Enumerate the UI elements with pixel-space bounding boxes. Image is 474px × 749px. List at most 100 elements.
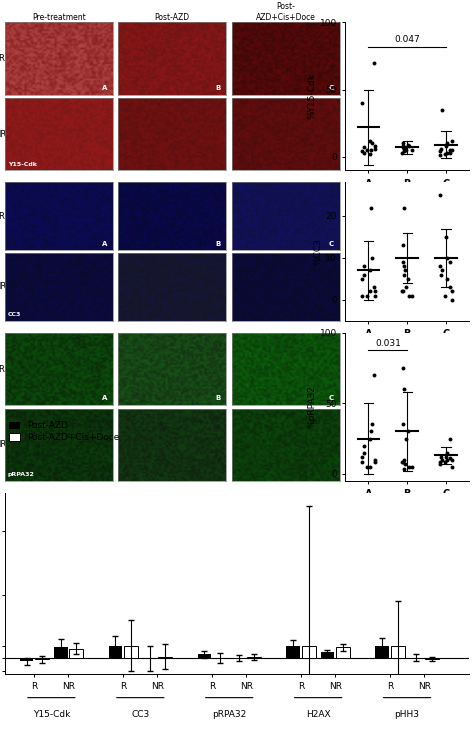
Text: pRPA32: pRPA32 — [8, 472, 35, 477]
Title: Post-
AZD+Cis+Doce: Post- AZD+Cis+Doce — [255, 2, 316, 22]
Point — [367, 425, 375, 437]
Point — [444, 252, 451, 264]
Text: A: A — [102, 395, 107, 401]
Point — [401, 142, 408, 154]
Y-axis label: %CC3: %CC3 — [314, 238, 323, 265]
Point — [448, 461, 456, 473]
Point — [371, 143, 379, 155]
Point — [371, 140, 379, 152]
Y-axis label: %pRPA32: %pRPA32 — [308, 386, 317, 428]
Point — [363, 144, 371, 156]
Bar — [198, 655, 211, 658]
Point — [360, 446, 367, 458]
Point — [438, 104, 446, 116]
Point — [402, 432, 410, 444]
Point — [436, 150, 444, 162]
Point — [366, 461, 374, 473]
Point — [401, 201, 408, 213]
Point — [444, 454, 451, 466]
Point — [368, 252, 375, 264]
Point — [449, 294, 456, 306]
Bar — [124, 646, 138, 658]
Point — [405, 461, 412, 473]
Point — [370, 369, 377, 381]
Text: A: A — [102, 240, 107, 246]
Bar — [286, 646, 300, 658]
Point — [400, 285, 407, 297]
Point — [366, 264, 374, 276]
Text: B: B — [216, 85, 221, 91]
Point — [442, 456, 449, 468]
Text: H2AX: H2AX — [306, 710, 330, 719]
Point — [368, 419, 375, 431]
Point — [446, 281, 454, 293]
Point — [405, 140, 412, 152]
Point — [444, 273, 451, 285]
Point — [447, 147, 454, 159]
Point — [400, 363, 407, 374]
Point — [401, 458, 409, 470]
Point — [399, 419, 407, 431]
Text: Y15-Cdk: Y15-Cdk — [8, 162, 37, 166]
Text: Y15-Cdk: Y15-Cdk — [33, 710, 70, 719]
Y-axis label: R: R — [0, 54, 3, 63]
Point — [358, 145, 365, 157]
Point — [401, 260, 408, 272]
Point — [358, 273, 365, 285]
Point — [399, 456, 406, 468]
Point — [399, 142, 407, 154]
Point — [438, 143, 445, 155]
Point — [447, 452, 454, 464]
Point — [367, 201, 375, 213]
Point — [363, 290, 371, 302]
Point — [438, 264, 446, 276]
Point — [358, 456, 366, 468]
Point — [449, 144, 456, 156]
Point — [401, 464, 408, 476]
Text: C: C — [329, 395, 334, 401]
Y-axis label: %Y15-Cdk: %Y15-Cdk — [308, 73, 317, 119]
Legend: Post-AZD, Post-AZD+Cis+Doce: Post-AZD, Post-AZD+Cis+Doce — [9, 422, 119, 442]
Point — [368, 137, 375, 149]
Point — [399, 285, 406, 297]
Point — [436, 260, 444, 272]
Point — [367, 144, 375, 156]
Bar — [391, 646, 405, 658]
Point — [404, 425, 411, 437]
Point — [402, 281, 410, 293]
Bar — [320, 652, 334, 658]
Point — [358, 451, 365, 463]
Point — [436, 456, 444, 468]
Point — [405, 290, 412, 302]
Text: A: A — [102, 85, 107, 91]
Point — [438, 451, 445, 463]
Title: Pre-treatment: Pre-treatment — [32, 13, 86, 22]
Text: pHH3: pHH3 — [394, 710, 419, 719]
Point — [404, 139, 411, 151]
Point — [399, 147, 406, 159]
Bar — [375, 646, 389, 658]
Point — [442, 451, 450, 463]
Point — [371, 456, 379, 468]
Point — [401, 143, 408, 155]
Text: 0.031: 0.031 — [375, 339, 401, 348]
Point — [401, 145, 408, 157]
Point — [444, 446, 451, 458]
Point — [401, 143, 409, 155]
Point — [438, 269, 445, 281]
Point — [401, 454, 408, 466]
Point — [448, 285, 456, 297]
Text: B: B — [216, 395, 221, 401]
Text: 0.047: 0.047 — [394, 35, 420, 44]
Bar — [158, 657, 172, 658]
Title: Post-AZD: Post-AZD — [155, 13, 190, 22]
Bar — [19, 658, 33, 661]
Point — [358, 97, 366, 109]
Point — [436, 189, 444, 201]
Point — [366, 432, 374, 444]
Point — [371, 454, 379, 466]
Point — [399, 256, 407, 268]
Y-axis label: NR: NR — [0, 440, 7, 449]
Point — [370, 281, 377, 293]
Point — [370, 57, 377, 69]
